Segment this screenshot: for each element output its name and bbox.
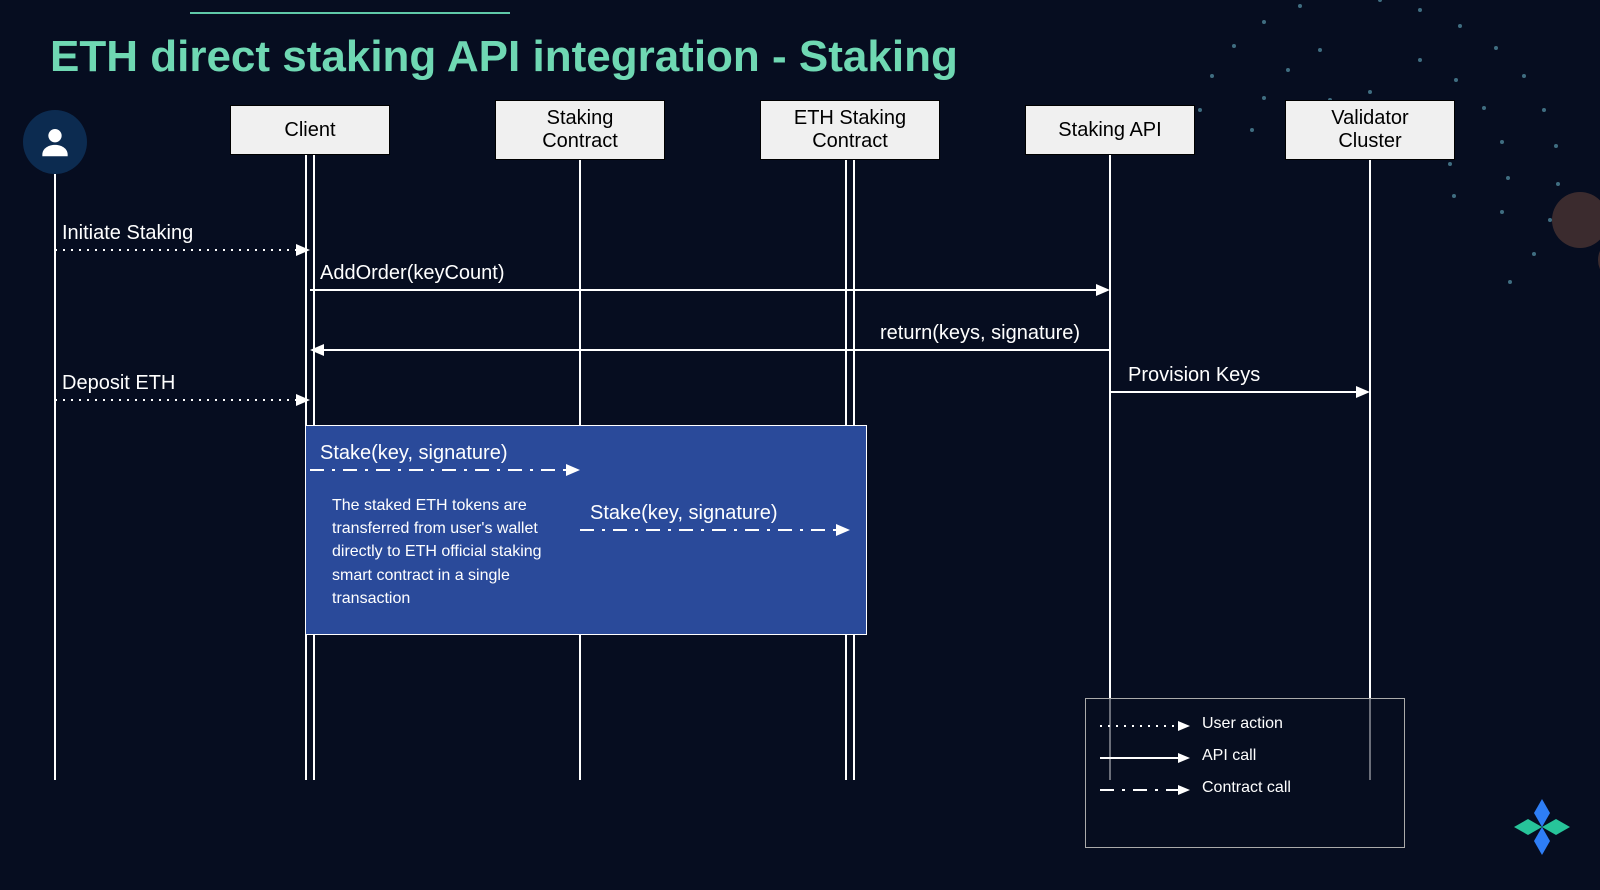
legend-item: User action (1100, 715, 1390, 733)
brand-logo (1506, 791, 1578, 868)
legend-label: Contract call (1202, 779, 1291, 797)
legend-label: User action (1202, 715, 1283, 733)
legend-label: API call (1202, 747, 1256, 765)
legend-item: API call (1100, 747, 1390, 765)
legend-item: Contract call (1100, 779, 1390, 797)
legend-box: User action API call Contract call (1085, 698, 1405, 848)
